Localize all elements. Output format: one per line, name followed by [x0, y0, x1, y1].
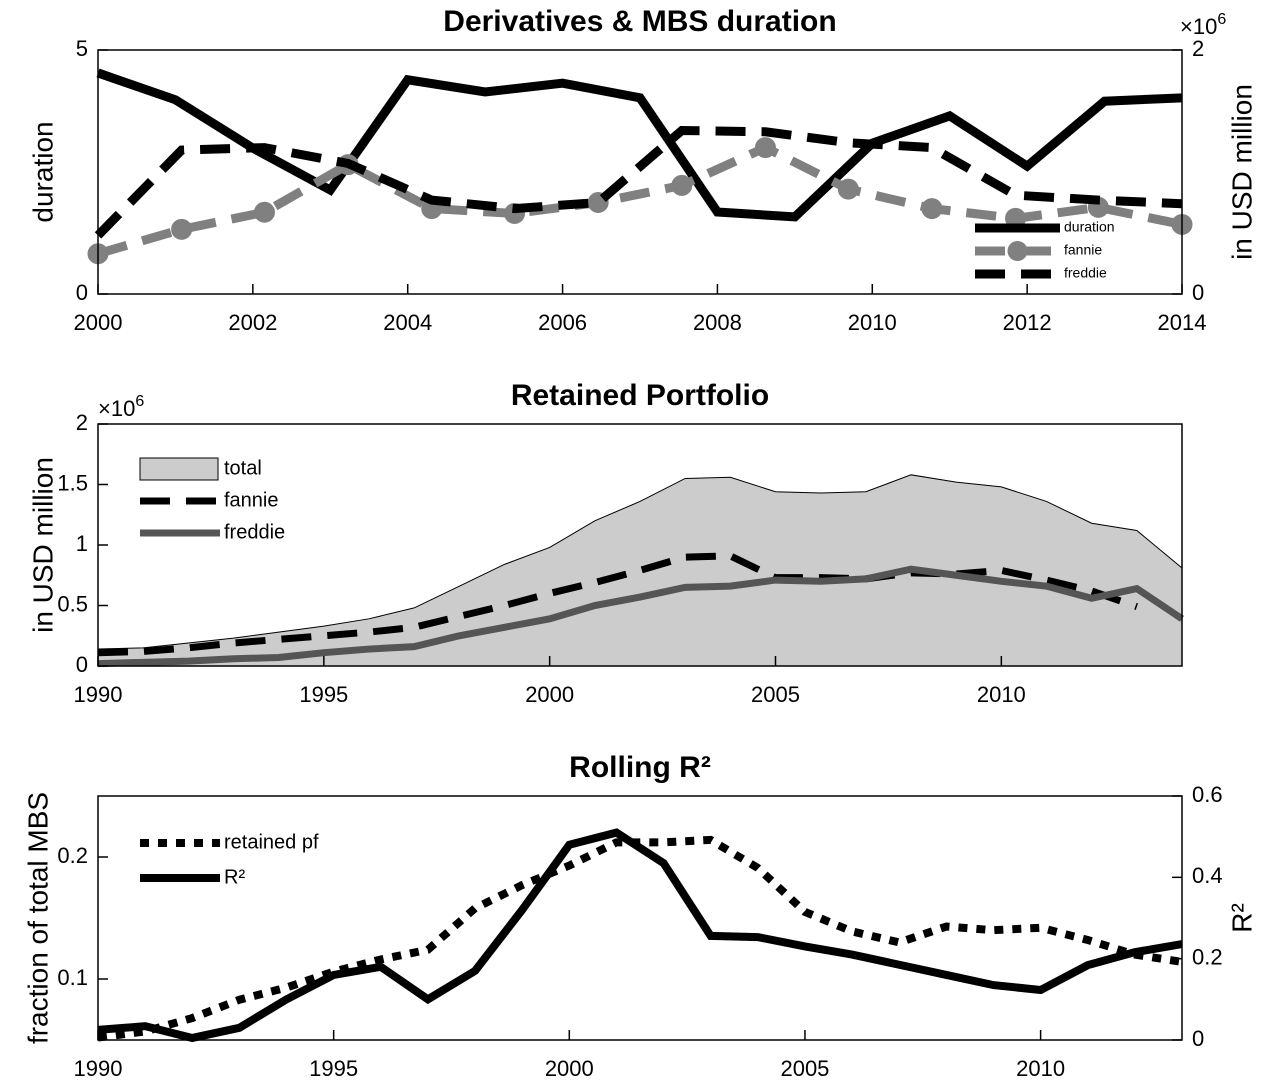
- panel: Rolling R² 1990 1995 2000 2005 2010 0.1 0.2 0 0.2…: [22, 751, 1257, 1081]
- x-tick-label: 2004: [383, 310, 432, 335]
- y-axis-label: duration: [27, 121, 58, 222]
- y-tick-label: 0.5: [57, 591, 88, 616]
- x-tick-label: 2002: [228, 310, 277, 335]
- marker: [671, 174, 693, 196]
- marker: [921, 198, 943, 220]
- y-tick-label: 2: [76, 410, 88, 435]
- multiplier-exponent: 6: [1217, 11, 1226, 28]
- y2-tick-label: 0: [1192, 1026, 1204, 1051]
- legend-label: fannie: [224, 489, 279, 511]
- legend-label: total: [224, 457, 262, 479]
- marker: [837, 178, 859, 200]
- x-tick-label: 2008: [693, 310, 742, 335]
- x-tick-label: 2005: [751, 682, 800, 707]
- legend-marker: [1007, 241, 1028, 261]
- x-tick-label: 1995: [299, 682, 348, 707]
- x-tick-label: 2000: [525, 682, 574, 707]
- multiplier-base: ×10: [1180, 14, 1217, 39]
- line: [96, 142, 1183, 259]
- y-axis-label: fraction of total MBS: [22, 792, 53, 1044]
- marker: [754, 137, 776, 159]
- x-tick-label: 1990: [74, 682, 123, 707]
- y-tick-label: 1.5: [57, 470, 88, 495]
- y-tick-label: 5: [76, 36, 88, 61]
- legend-label: R²: [224, 866, 245, 888]
- line: [97, 835, 1183, 1042]
- y-tick-label: 1: [76, 531, 88, 556]
- y2-tick-label: 0: [1192, 280, 1204, 305]
- x-tick-label: 2006: [538, 310, 587, 335]
- legend-swatch: [139, 457, 219, 481]
- y2-axis-label: in USD million: [1226, 84, 1257, 260]
- line: [94, 125, 1183, 239]
- y-tick-label: 0.1: [57, 965, 88, 990]
- line: [97, 828, 1183, 1043]
- legend-label: fannie: [1064, 242, 1102, 258]
- legend-label: duration: [1064, 219, 1115, 235]
- x-tick-label: 2010: [848, 310, 897, 335]
- chart-title: Retained Portfolio: [511, 379, 769, 412]
- x-tick-label: 2014: [1158, 310, 1207, 335]
- marker: [253, 201, 275, 223]
- panel: Retained Portfolio 1990 1995 2000 2005 2010 0 0…: [27, 379, 1184, 707]
- legend-label: freddie: [224, 521, 285, 543]
- x-tick-label: 1990: [74, 1056, 123, 1081]
- marker: [171, 218, 193, 240]
- chart-title: Rolling R²: [569, 751, 711, 784]
- y-axis-label: in USD million: [27, 457, 58, 633]
- y-tick-label: 0.2: [57, 843, 88, 868]
- x-tick-label: 2012: [1003, 310, 1052, 335]
- multiplier-exponent: 6: [135, 393, 144, 410]
- x-tick-label: 2000: [74, 310, 123, 335]
- area: [97, 474, 1183, 667]
- multiplier-base: ×10: [98, 396, 135, 421]
- x-tick-label: 1995: [309, 1056, 358, 1081]
- y-tick-label: 0: [76, 652, 88, 677]
- y2-tick-label: 0.2: [1192, 944, 1223, 969]
- x-tick-label: 2010: [1016, 1056, 1065, 1081]
- y2-tick-label: 0.6: [1192, 782, 1223, 807]
- line: [96, 68, 1183, 222]
- x-tick-label: 2005: [780, 1056, 829, 1081]
- axes-frame: [97, 795, 1183, 1041]
- axis-multiplier: ×106: [98, 393, 144, 421]
- line: [97, 565, 1184, 668]
- legend-label: retained pf: [224, 831, 319, 853]
- x-tick-label: 2010: [977, 682, 1026, 707]
- axis-multiplier: ×106: [1180, 11, 1226, 39]
- legend-label: freddie: [1064, 265, 1107, 281]
- y-tick-label: 0: [76, 280, 88, 305]
- y2-axis-label: R²: [1226, 903, 1257, 933]
- chart-title: Derivatives & MBS duration: [443, 5, 836, 38]
- axes-frame: [97, 49, 1183, 295]
- y2-tick-label: 2: [1192, 36, 1204, 61]
- y2-tick-label: 0.4: [1192, 863, 1223, 888]
- x-tick-label: 2000: [545, 1056, 594, 1081]
